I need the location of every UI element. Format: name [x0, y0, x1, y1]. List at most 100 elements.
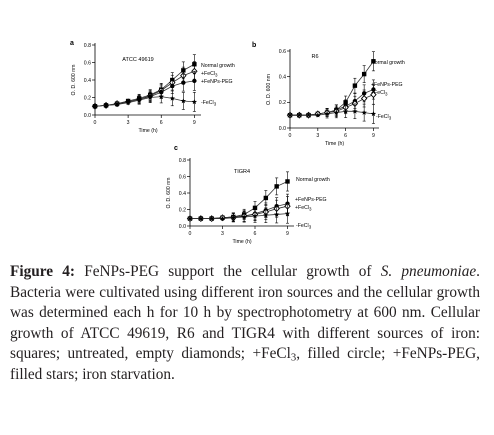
y-axis-label: O. D. 600 nm	[71, 65, 77, 96]
legend-entry: Normal growth	[371, 60, 405, 66]
data-point	[371, 59, 376, 64]
data-point	[180, 98, 186, 104]
data-point	[315, 112, 321, 118]
y-tick-label: 0.0	[84, 113, 91, 119]
series-star	[92, 90, 198, 112]
series-line	[190, 213, 288, 219]
x-tick-label: 6	[160, 120, 163, 126]
legend-entry: Normal growth	[296, 177, 330, 183]
x-tick-label: 9	[286, 231, 289, 237]
legend-entry: +FeCl3	[371, 90, 388, 97]
data-point	[147, 94, 153, 100]
x-tick-label: 3	[316, 133, 319, 139]
y-axis-label: O. D. 600 nm	[266, 74, 272, 105]
data-point	[342, 108, 349, 114]
figure-caption: Figure 4: FeNPs-PEG support the cellular…	[10, 262, 480, 386]
panel-title: R6	[311, 54, 318, 60]
x-axis-label: Time (h)	[138, 128, 157, 134]
data-point	[114, 101, 120, 107]
data-point	[352, 108, 358, 114]
x-tick-label: 0	[289, 133, 292, 139]
legend-entry: +FeNPs-PEG	[295, 197, 327, 203]
data-point	[333, 109, 340, 115]
data-point	[285, 179, 290, 184]
y-axis-label: O. D. 600 nm	[166, 178, 172, 209]
series-line	[290, 110, 374, 116]
panel-title: ATCC 49619	[122, 57, 153, 63]
series-line	[94, 80, 195, 107]
panel-title: TIGR4	[234, 169, 250, 175]
series-line	[290, 89, 374, 116]
series-line	[190, 203, 288, 219]
data-point	[170, 83, 175, 89]
data-point	[352, 83, 358, 88]
panel-letter: c	[174, 145, 178, 152]
y-tick-label: 0.6	[84, 60, 91, 66]
data-point	[263, 195, 269, 201]
caption-label: Figure 4:	[10, 263, 75, 280]
y-tick-label: 0.6	[179, 174, 186, 180]
data-point	[191, 99, 198, 105]
legend-entry: +FeCl3	[295, 205, 312, 212]
legend-entry: +FeNPs-PEG	[371, 82, 403, 88]
x-tick-label: 9	[193, 120, 196, 126]
series-line	[190, 181, 288, 219]
data-point	[370, 91, 377, 99]
series-star	[187, 203, 291, 224]
data-point	[230, 214, 236, 221]
data-point	[274, 184, 279, 189]
data-point	[287, 112, 293, 118]
series-square	[287, 51, 376, 118]
data-point	[192, 78, 197, 84]
y-tick-label: 0.2	[279, 100, 286, 106]
data-point	[158, 93, 164, 99]
y-tick-label: 0.2	[84, 95, 91, 101]
caption-text-2: . Bacteria were cultivated using differe…	[10, 263, 480, 363]
series-line	[94, 70, 195, 107]
data-point	[92, 103, 98, 109]
data-point	[324, 111, 330, 117]
growth-curves-figure: 0.0 0.2 0.4 0.6 0.8 0 3 6 9 Time (h) O. D. 600 nm a…	[70, 40, 405, 245]
data-point	[209, 215, 215, 221]
data-point	[103, 102, 109, 108]
caption-subscript: 3	[290, 352, 297, 365]
x-tick-label: 0	[94, 120, 97, 126]
data-point	[198, 215, 204, 221]
panel-letter: a	[70, 40, 74, 47]
x-tick-label: 9	[372, 133, 375, 139]
caption-species: S. pneumoniae	[380, 263, 477, 280]
panel-letter: b	[252, 42, 256, 49]
x-axis-label: Time (h)	[325, 141, 344, 147]
data-point	[284, 210, 291, 216]
y-tick-label: 0.8	[179, 158, 186, 164]
data-point	[296, 112, 302, 118]
data-point	[136, 97, 142, 103]
data-point	[219, 215, 226, 221]
x-axis-label: Time (h)	[232, 239, 251, 245]
legend-entry: +FeNPs-PEG	[201, 79, 233, 85]
legend-entry: -FeCl3	[201, 100, 217, 107]
y-tick-label: 0.0	[179, 224, 186, 230]
caption-text-1: FeNPs-PEG support the cellular growth of	[75, 263, 381, 280]
panel-b: 0.0 0.2 0.4 0.6 0 3 6 9 Time (h) O. D. 600 nm b R6 N…	[252, 42, 405, 147]
x-tick-label: 3	[127, 120, 130, 126]
series-star	[287, 103, 377, 124]
x-tick-label: 3	[221, 231, 224, 237]
data-point	[274, 211, 280, 217]
legend-entry: -FeCl3	[296, 223, 312, 230]
y-tick-label: 0.6	[279, 49, 286, 55]
x-tick-label: 0	[189, 231, 192, 237]
data-point	[361, 109, 367, 115]
legend-entry: +FeCl3	[201, 71, 218, 78]
y-tick-label: 0.4	[84, 78, 91, 84]
data-point	[241, 214, 247, 220]
data-point	[361, 71, 367, 77]
data-point	[252, 213, 258, 219]
legend-entry: -FeCl3	[376, 114, 392, 121]
data-point	[187, 215, 193, 221]
y-tick-label: 0.8	[84, 43, 91, 49]
data-point	[305, 112, 312, 118]
y-tick-label: 0.4	[279, 74, 286, 80]
data-point	[263, 212, 269, 218]
x-tick-label: 6	[344, 133, 347, 139]
